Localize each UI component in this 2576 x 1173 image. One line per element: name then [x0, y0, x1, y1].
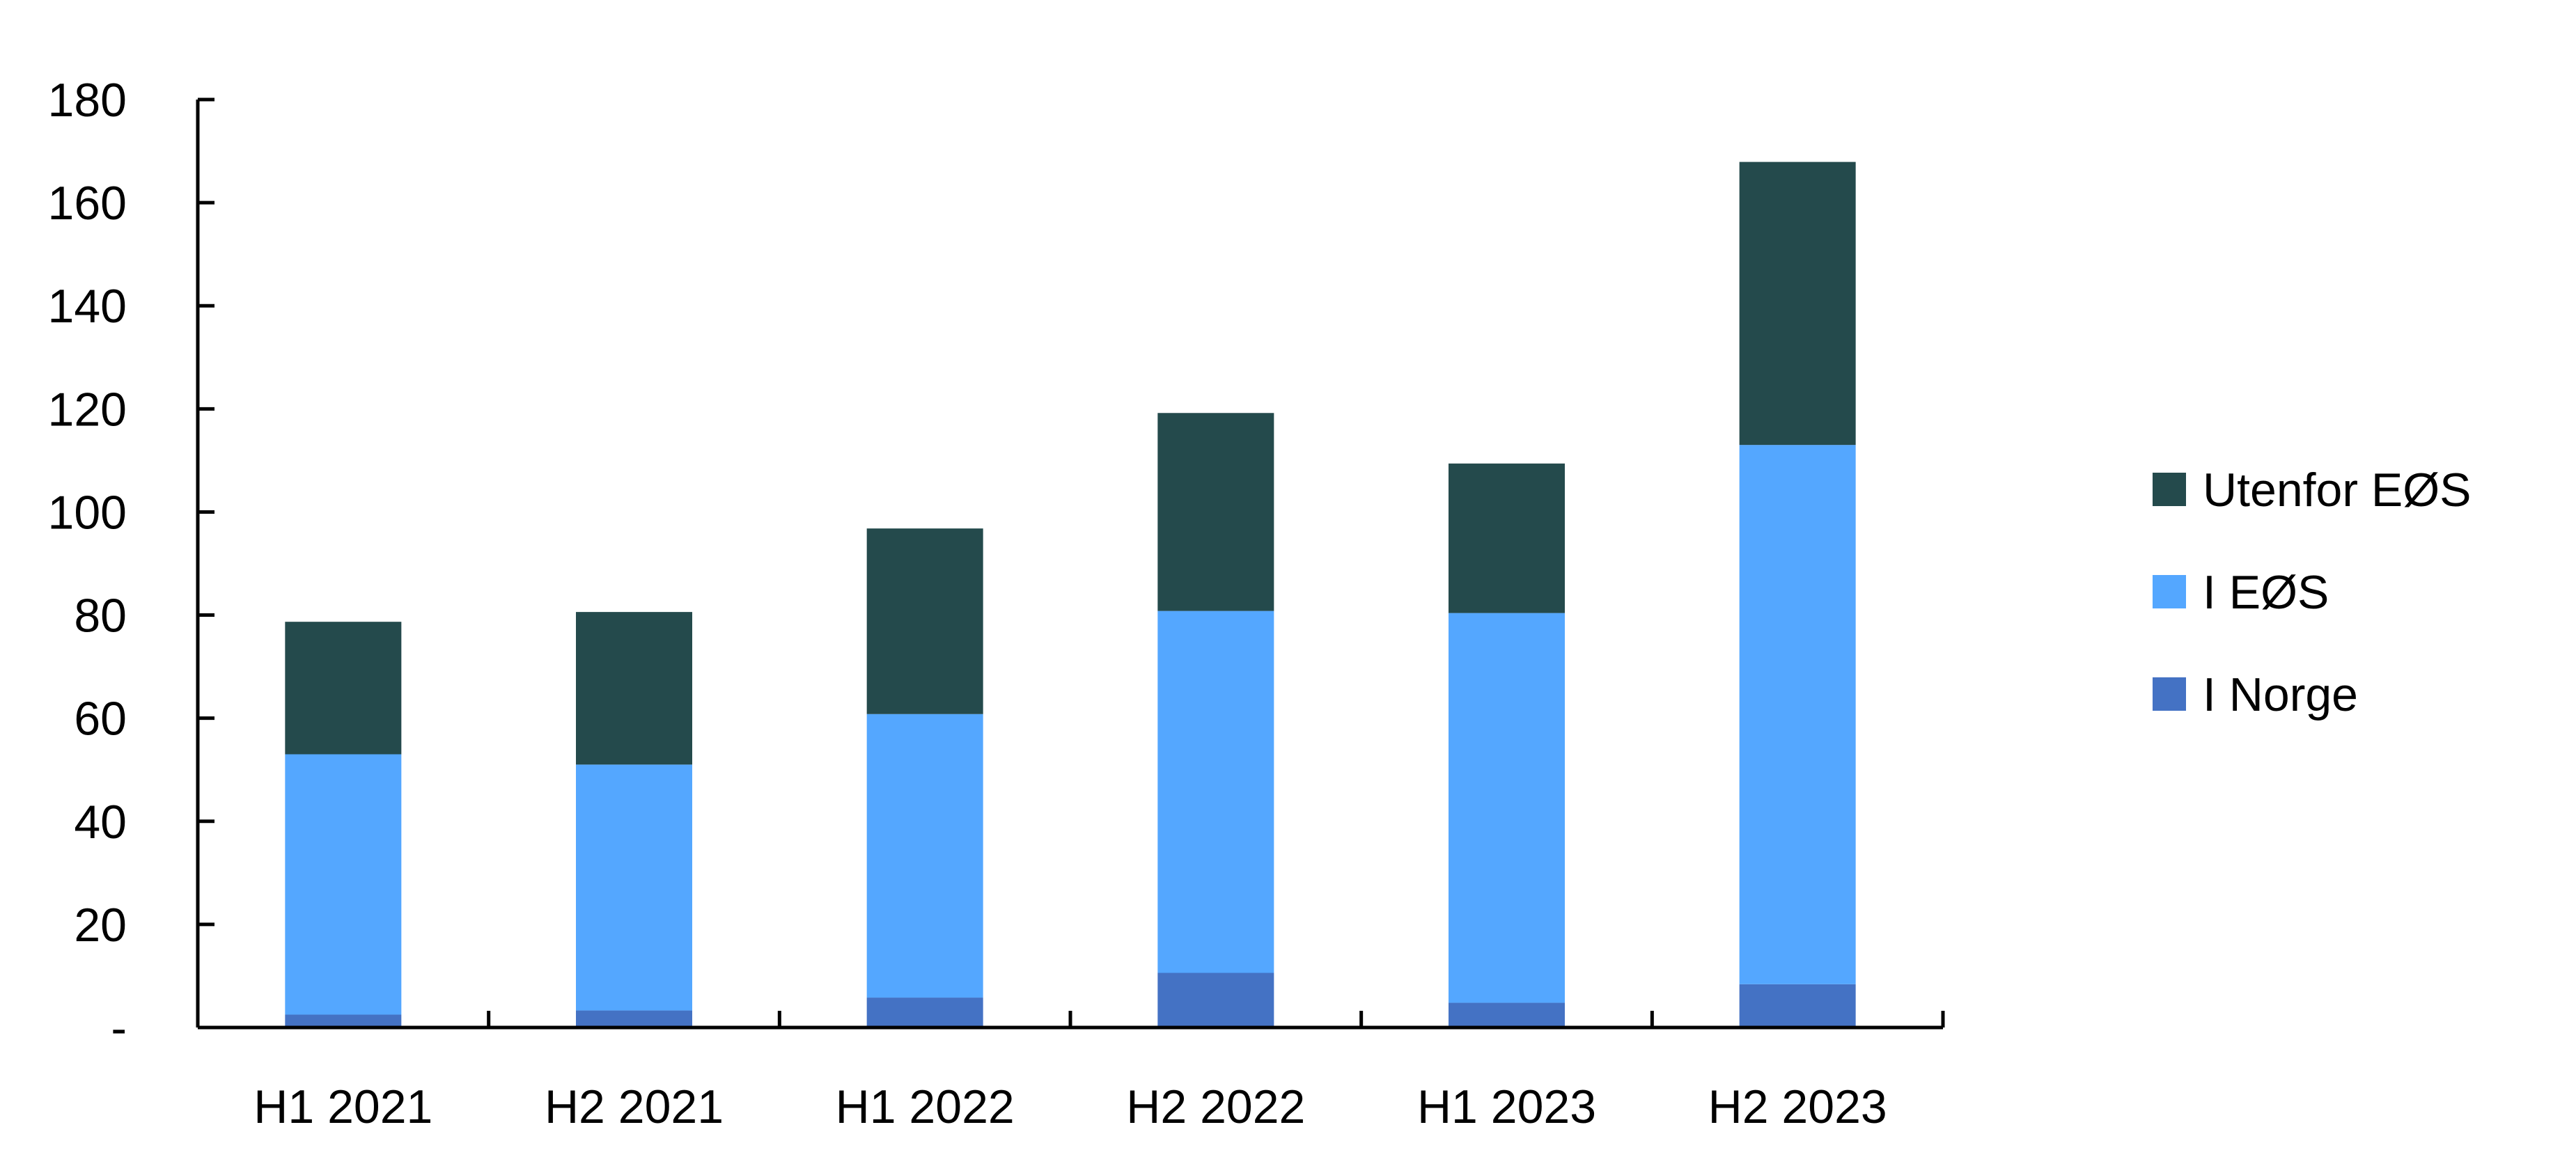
x-tick-label: H1 2023: [1417, 1080, 1596, 1133]
bar-segment: [1157, 973, 1274, 1028]
legend-swatch: [2153, 677, 2186, 711]
bar-segment: [866, 528, 983, 714]
x-tick-label: H2 2023: [1708, 1080, 1887, 1133]
legend-label: Utenfor EØS: [2203, 464, 2472, 517]
y-tick-label: 180: [48, 74, 127, 127]
bar-segment: [1739, 984, 1856, 1028]
legend-label: I Norge: [2203, 668, 2358, 721]
x-tick-label: H2 2022: [1126, 1080, 1305, 1133]
legend-label: I EØS: [2203, 566, 2329, 619]
y-tick-label: 160: [48, 177, 127, 230]
bar-segment: [1449, 1002, 1565, 1028]
bar-segment: [1157, 611, 1274, 973]
legend: Utenfor EØS I EØS I Norge: [2153, 464, 2472, 721]
legend-swatch: [2153, 473, 2186, 506]
bar-segment: [285, 622, 402, 755]
bar-segment: [576, 1010, 692, 1028]
bar-segment: [1449, 463, 1565, 613]
x-axis-ticks: H1 2021 H2 2021 H1 2022 H2 2022 H1 2023 H2 20…: [253, 1011, 1945, 1133]
y-tick-label: 120: [48, 383, 127, 436]
y-tick-label: -: [111, 1002, 127, 1055]
x-tick-label: H1 2021: [253, 1080, 432, 1133]
y-tick-label: 40: [74, 796, 127, 849]
x-tick-label: H2 2021: [545, 1080, 724, 1133]
bars-layer: [285, 162, 1856, 1028]
legend-swatch: [2153, 575, 2186, 608]
bar-segment: [1739, 445, 1856, 984]
bar-segment: [576, 764, 692, 1011]
bar-segment: [285, 754, 402, 1015]
bar-segment: [1157, 413, 1274, 611]
y-tick-label: 60: [74, 693, 127, 746]
y-tick-label: 100: [48, 486, 127, 539]
bar-segment: [1449, 613, 1565, 1003]
y-tick-label: 20: [74, 899, 127, 952]
y-axis-ticks: - 20 40 60 80 100 120 140 160 180: [48, 74, 214, 1055]
bar-segment: [866, 998, 983, 1028]
y-tick-label: 80: [74, 590, 127, 643]
bar-segment: [285, 1014, 402, 1028]
bar-segment: [576, 612, 692, 765]
bar-segment: [1739, 162, 1856, 446]
x-tick-label: H1 2022: [836, 1080, 1015, 1133]
bar-segment: [866, 714, 983, 998]
y-tick-label: 140: [48, 280, 127, 333]
